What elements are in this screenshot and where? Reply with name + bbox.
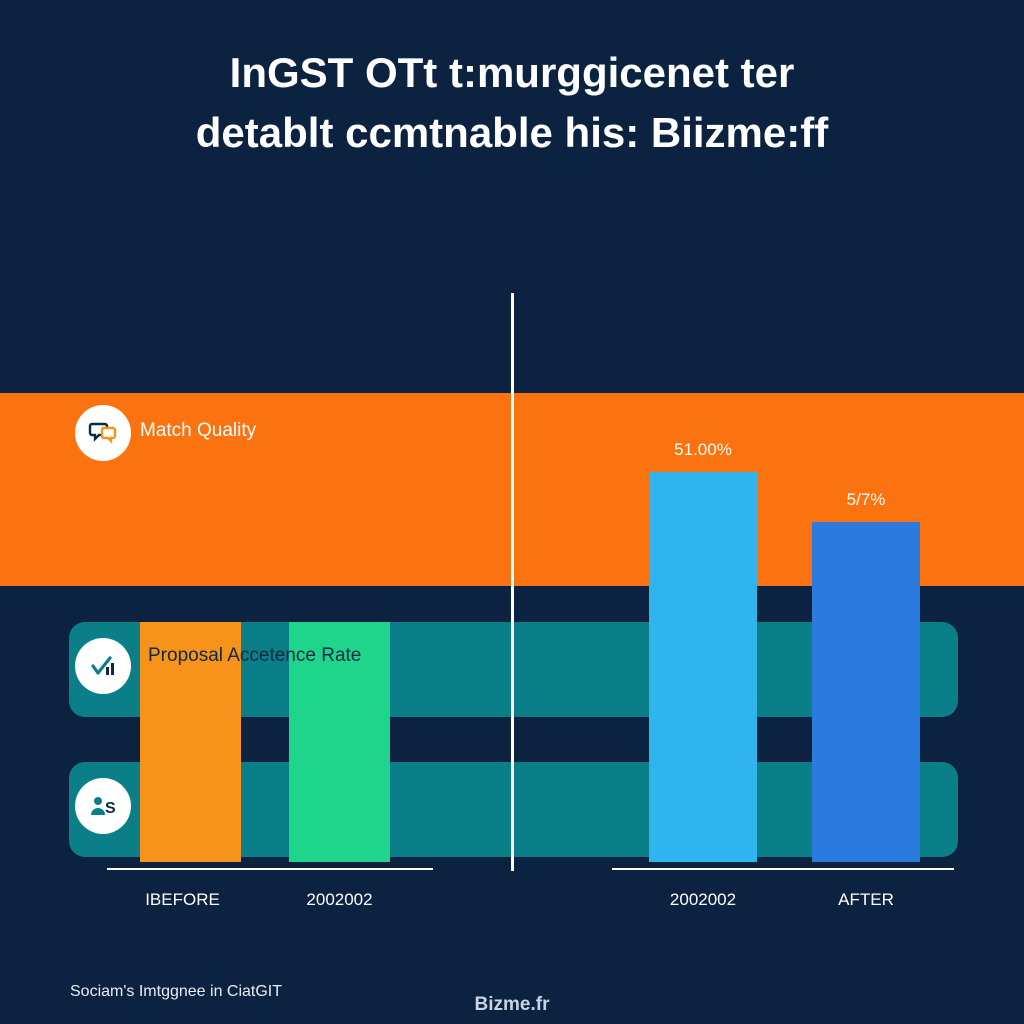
value-label-after: 5/7% bbox=[846, 490, 886, 509]
right-baseline bbox=[612, 868, 954, 870]
x-tick-label-after: AFTER bbox=[838, 890, 894, 909]
bar-before bbox=[140, 622, 241, 862]
bar-left-2002002 bbox=[289, 622, 390, 862]
chart-title-line-2: detablt ccmtnable his: Biizme:ff bbox=[195, 109, 829, 156]
center-divider bbox=[511, 293, 514, 871]
footer-brand: Bizme.fr bbox=[474, 994, 550, 1015]
value-label-right-2002002: 51.00% bbox=[674, 440, 732, 459]
x-tick-label-before: IBEFORE bbox=[145, 890, 220, 909]
x-tick-label-left-2002002: 2002002 bbox=[306, 890, 373, 909]
bar-right-2002002 bbox=[649, 472, 757, 862]
svg-text:S: S bbox=[105, 800, 116, 817]
speech-bubble-icon bbox=[75, 405, 131, 461]
row-label-proposal-acceptance: Proposal Accetence Rate bbox=[148, 645, 362, 666]
check-chart-icon bbox=[75, 638, 131, 694]
chart-title-line-1: InGST OTt t:murggicenet ter bbox=[229, 49, 795, 96]
left-baseline bbox=[107, 868, 433, 870]
x-tick-label-right-2002002: 2002002 bbox=[669, 890, 737, 909]
user-dollar-icon: S bbox=[75, 778, 131, 834]
bar-after bbox=[812, 522, 920, 862]
row-label-match-quality: Match Quality bbox=[140, 420, 257, 441]
footer-credit: Sociam's Imtggnee in CiatGIT bbox=[70, 983, 283, 1000]
